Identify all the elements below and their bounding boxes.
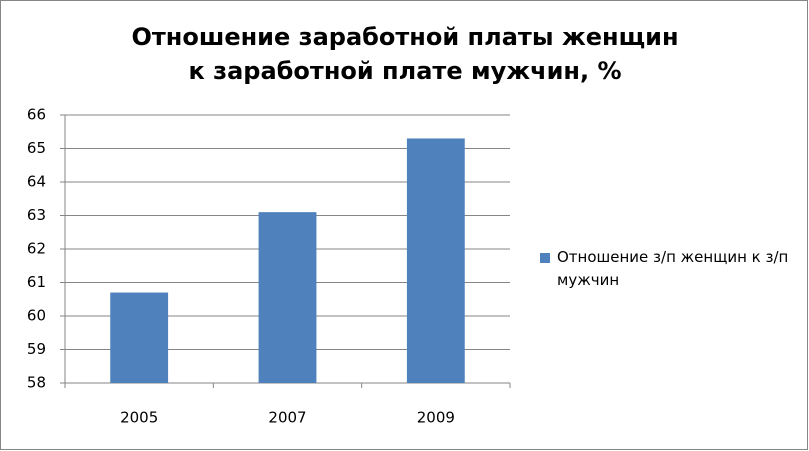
y-tick-label: 64 xyxy=(27,173,46,191)
y-tick-label: 60 xyxy=(27,307,46,325)
y-tick-label: 62 xyxy=(27,240,46,258)
legend-swatch xyxy=(540,253,550,263)
y-tick-label: 63 xyxy=(27,206,46,224)
y-tick-label: 65 xyxy=(27,139,46,157)
y-tick-label: 61 xyxy=(27,273,46,291)
chart-title: Отношение заработной платы женщин к зара… xyxy=(131,23,679,85)
x-tick-label: 2009 xyxy=(417,409,455,427)
x-tick-label: 2007 xyxy=(268,409,306,427)
legend-label: Отношение з/п женщин к з/п мужчин xyxy=(557,248,789,289)
bar xyxy=(406,138,465,383)
y-tick-label: 66 xyxy=(27,106,46,124)
x-tick-label: 2005 xyxy=(120,409,158,427)
legend: Отношение з/п женщин к з/п мужчин xyxy=(540,246,790,292)
bar xyxy=(258,212,317,383)
y-tick-label: 58 xyxy=(27,374,46,392)
y-tick-label: 59 xyxy=(27,340,46,358)
bar xyxy=(110,292,169,383)
